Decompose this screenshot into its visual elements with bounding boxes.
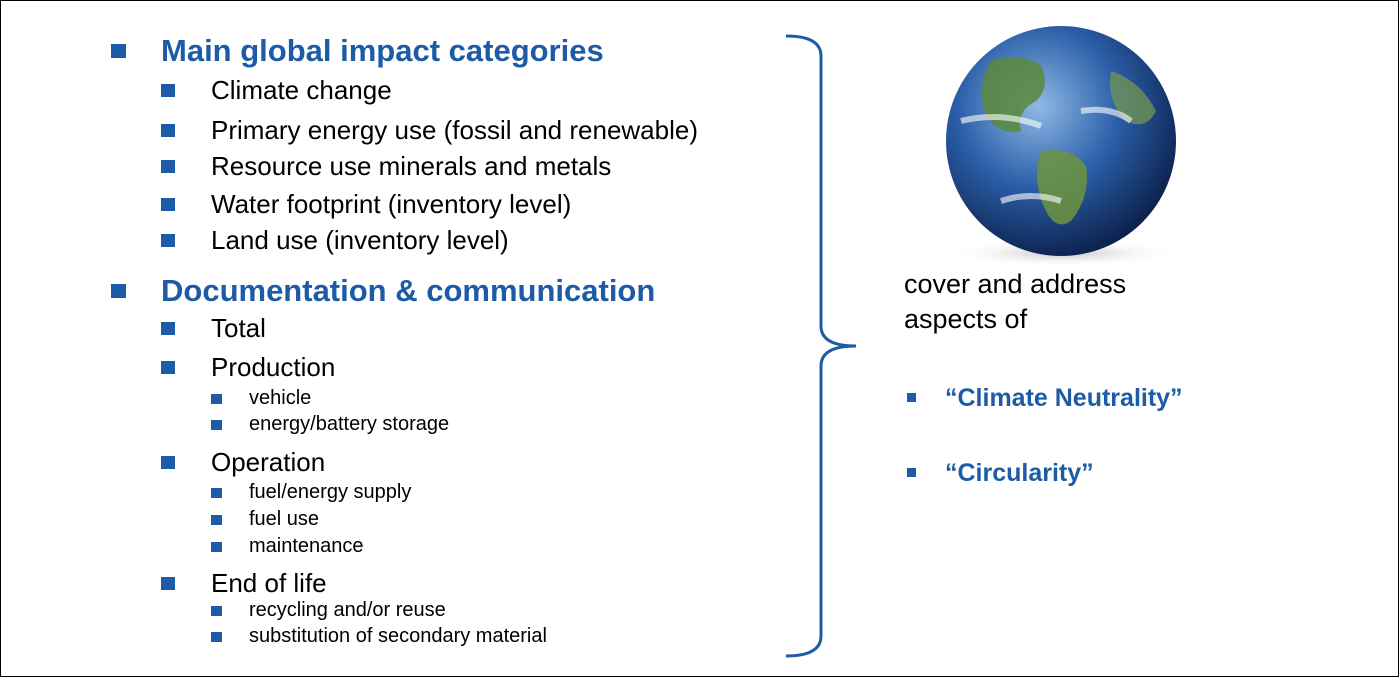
bullet xyxy=(161,322,175,335)
bullet xyxy=(161,456,175,469)
item: End of life xyxy=(211,570,327,596)
bullet xyxy=(161,361,175,374)
item: Water footprint (inventory level) xyxy=(211,191,571,217)
aside-point: “Climate Neutrality” xyxy=(945,386,1183,411)
bullet xyxy=(111,284,126,298)
subitem: energy/battery storage xyxy=(249,414,449,434)
bullet xyxy=(211,542,222,552)
bullet xyxy=(161,234,175,247)
bullet xyxy=(161,198,175,211)
item: Production xyxy=(211,354,335,380)
aside-text: cover and address aspects of xyxy=(904,267,1194,337)
bullet xyxy=(111,44,126,58)
section-title: Main global impact categories xyxy=(161,35,604,66)
slide: Main global impact categories Climate cha… xyxy=(0,0,1399,677)
subitem: recycling and/or reuse xyxy=(249,600,446,620)
bullet xyxy=(211,515,222,525)
aside-point: “Circularity” xyxy=(945,461,1094,486)
bullet xyxy=(211,420,222,430)
subitem: substitution of secondary material xyxy=(249,626,547,646)
bracket xyxy=(786,36,856,656)
subitem: vehicle xyxy=(249,388,311,408)
bullet xyxy=(907,393,916,402)
bullet xyxy=(161,577,175,590)
bullet xyxy=(161,160,175,173)
subitem: maintenance xyxy=(249,536,364,556)
subitem: fuel/energy supply xyxy=(249,482,411,502)
bullet xyxy=(161,84,175,97)
item: Resource use minerals and metals xyxy=(211,153,611,179)
item: Primary energy use (fossil and renewable… xyxy=(211,117,698,143)
subitem: fuel use xyxy=(249,509,319,529)
bullet xyxy=(211,632,222,642)
bullet xyxy=(211,488,222,498)
bullet xyxy=(211,394,222,404)
item: Climate change xyxy=(211,77,392,103)
bullet xyxy=(907,468,916,477)
item: Land use (inventory level) xyxy=(211,227,509,253)
bullet xyxy=(161,124,175,137)
section-title: Documentation & communication xyxy=(161,275,655,306)
item: Total xyxy=(211,315,266,341)
item: Operation xyxy=(211,449,325,475)
bullet xyxy=(211,606,222,616)
